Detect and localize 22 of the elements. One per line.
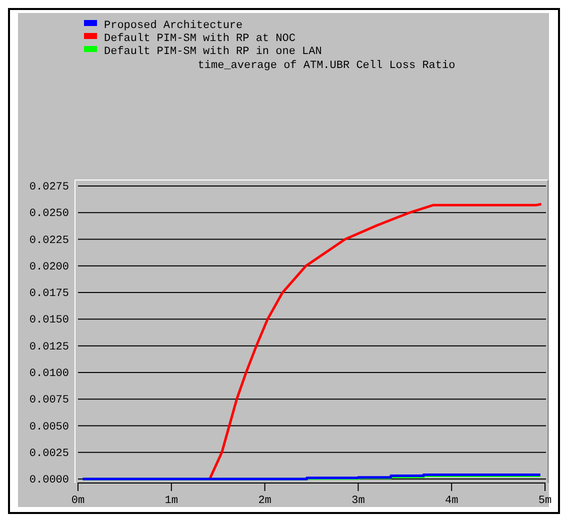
x-tick-label: 4m [445,494,459,507]
y-tick-label: 0.0050 [29,421,69,434]
x-tick-label: 0m [71,494,85,507]
legend-label: Proposed Architecture [104,20,243,32]
y-tick-label: 0.0200 [29,261,69,274]
x-tick-label: 5m [538,494,552,507]
chart-title: time_average of ATM.UBR Cell Loss Ratio [198,60,456,72]
y-tick-label: 0.0250 [29,208,69,220]
y-tick-label: 0.0125 [29,341,69,354]
legend-label: Default PIM-SM with RP at NOC [104,33,296,45]
y-tick-label: 0.0100 [29,368,69,380]
x-tick-label: 2m [258,494,272,507]
x-tick-label: 1m [164,494,178,507]
y-tick-label: 0.0175 [29,288,69,300]
y-tick-label: 0.0150 [29,314,69,327]
y-tick-label: 0.0025 [29,448,69,460]
y-tick-label: 0.0075 [29,394,69,407]
legend-label: Default PIM-SM with RP in one LAN [104,46,322,58]
y-tick-label: 0.0275 [29,182,69,194]
y-tick-label: 0.0000 [29,474,69,487]
y-tick-label: 0.0225 [29,234,69,247]
x-tick-label: 3m [352,494,366,507]
